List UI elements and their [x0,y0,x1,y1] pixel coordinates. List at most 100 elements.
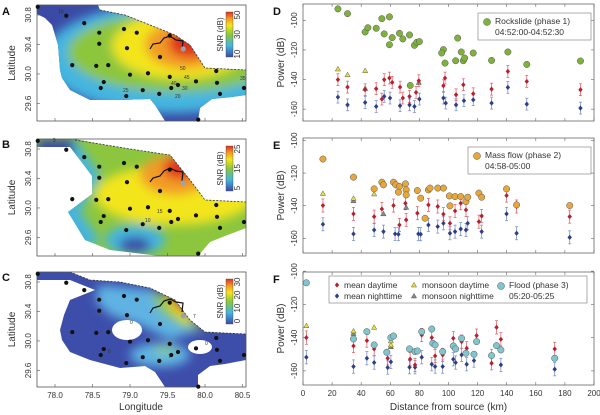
mean-nighttime-point [458,226,463,232]
mean-daytime-point [415,210,420,216]
station-dot [98,85,103,91]
mean-daytime-point [362,87,368,93]
latitude-tick: 30.4 [24,170,33,186]
legend-phase-marker [473,152,481,160]
contour-label: 7 [168,354,171,360]
colorbar-tick: 5 [233,185,242,190]
latitude-tick: 30.4 [24,303,33,319]
mean-nighttime-point [385,364,390,371]
y-tick-label: -100 [290,132,299,149]
mean-nighttime-point [381,93,387,100]
station-dot [94,330,99,335]
station-dot [121,293,127,299]
x-tick-label: 140 [500,389,514,398]
phase-point [577,57,584,65]
stations-b [35,138,247,256]
mean-nighttime-point [441,220,446,226]
station-dot [106,197,111,202]
phase-point [390,332,397,340]
station-dot [82,21,87,26]
monsoon-daytime-point [371,324,378,330]
mean-daytime-point [441,211,446,217]
mean-daytime-point [345,84,350,90]
stations-c [35,271,247,389]
mean-daytime-point [391,202,396,209]
map-panel-b: 25 15 5 SNR (dB) 5 15 10 [35,138,247,257]
legend-phase-label: Flood (phase 3) [509,280,569,290]
y-tick-label: -100 [290,263,299,280]
mean-daytime-point [453,92,459,98]
map-axes: 30.8 30.4 30.0 29.6 Latitude 30.8 30.4 30.0 29.6… [7,7,251,413]
phase-point [380,181,387,189]
contour-label: 5 [53,138,56,144]
phase-point [445,192,453,200]
x-tick-label: 20 [328,389,337,398]
station-dot [106,330,111,335]
mean-daytime-point [494,324,499,330]
phase-point [334,5,342,13]
station-dot [196,251,201,256]
station-dot [97,308,102,313]
phase-point [370,341,378,349]
station-dot [157,225,162,230]
legend-daytime-label: mean daytime [344,280,398,290]
mean-nighttime-point [441,95,446,101]
phase-point [428,325,436,333]
station-dot [167,208,172,214]
mean-nighttime-point [387,95,393,101]
station-dot [97,41,102,46]
station-dot [169,219,174,225]
longitude-tick: 79.5 [160,391,176,400]
mean-daytime-point [432,353,438,359]
latitude-tick: 30.4 [24,36,33,52]
phase-point [438,49,446,57]
phase-point [504,48,512,56]
mean-daytime-point [489,360,494,366]
y-tick-label: -160 [290,101,299,118]
map-frame [36,138,247,257]
colorbar-tick: 15 [233,164,242,173]
mean-nighttime-point [396,231,401,237]
station-dot [145,205,151,210]
station-dot [134,297,139,302]
station-dot [167,74,172,80]
mean-nighttime-point [463,227,469,233]
station-dot [101,79,106,85]
mean-daytime-point [552,346,557,352]
station-dot [145,71,151,76]
longitude-tick: 80.0 [197,391,213,400]
mean-daytime-point [435,203,440,210]
source-marker [180,313,186,319]
legend-nighttime-label: mean nighttime [344,291,402,301]
mean-daytime-point [371,214,377,220]
mean-nighttime-point [304,354,309,360]
x-tick-label: 40 [357,389,366,398]
phase-point [378,15,386,23]
x-tick-label: 200 [587,389,600,398]
latitude-tick: 29.6 [24,362,33,378]
phase-point [402,191,410,199]
phase-point [461,54,469,62]
station-dot [98,352,103,358]
mean-daytime-point [412,362,418,368]
station-dot [64,280,69,285]
station-dot [214,214,220,219]
station-dot [94,197,99,202]
mean-daytime-point [397,222,402,228]
contour-label: 20 [175,94,181,100]
station-dot [124,93,129,99]
monsoon-daytime-point [350,195,357,201]
station-dot [35,271,40,276]
contour-label: 35 [240,76,246,82]
x-tick-label: 60 [386,389,395,398]
station-dot [140,222,145,227]
mean-nighttime-point [320,221,326,227]
phase-point [370,185,378,193]
longitude-tick: 78.5 [85,391,101,400]
mean-daytime-point [413,89,419,96]
station-dot [169,352,174,358]
mean-nighttime-point [447,230,453,236]
mean-nighttime-point [335,94,341,100]
station-dot [97,297,102,302]
